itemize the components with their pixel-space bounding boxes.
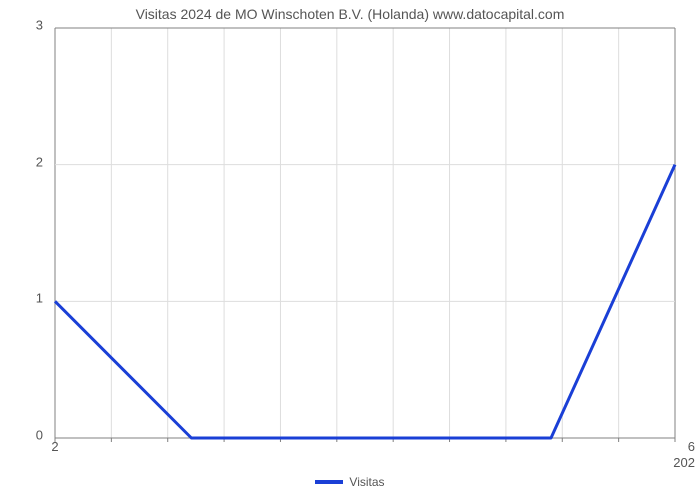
plot-area: [55, 25, 675, 435]
ytick-label: 3: [0, 18, 43, 33]
chart-title: Visitas 2024 de MO Winschoten B.V. (Hola…: [0, 6, 700, 22]
legend-swatch: [315, 480, 343, 484]
ytick-label: 1: [0, 291, 43, 306]
xtick-label-right-bottom: 202: [673, 455, 695, 470]
xtick-label-left: 2: [51, 439, 58, 454]
chart-svg: [55, 25, 675, 441]
ytick-label: 2: [0, 154, 43, 169]
legend-label: Visitas: [349, 475, 384, 489]
ytick-label: 0: [0, 428, 43, 443]
xtick-label-right-top: 6: [688, 439, 695, 454]
legend: Visitas: [0, 475, 700, 489]
